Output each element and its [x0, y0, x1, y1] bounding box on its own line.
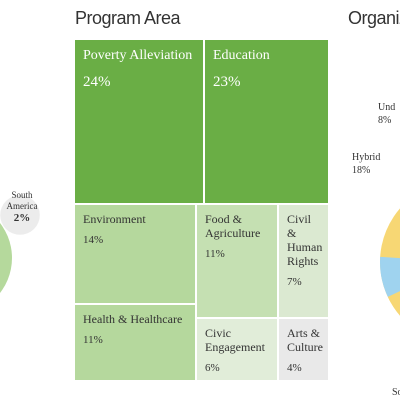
decor-bubble [0, 223, 12, 293]
pie-label-value: 18% [352, 165, 371, 176]
pie-label-name: So [392, 387, 400, 398]
bubble-label: South America 2% [2, 190, 42, 224]
bubble-name: South America [6, 190, 38, 211]
tile-name: Environment [83, 212, 146, 226]
tile-name: Civil & Human Rights [287, 212, 323, 268]
pie-label-name: Und [378, 102, 396, 113]
bubble [0, 195, 40, 235]
tile-value: 24% [83, 74, 111, 90]
pie-label-value: 8% [378, 115, 392, 126]
treemap-tile: Education 23% [205, 40, 328, 203]
tile-name: Civic Engagement [205, 326, 265, 354]
tile-value: 14% [83, 234, 104, 246]
bubble-value: 2% [13, 212, 31, 224]
treemap-tile: Food & Agriculture 11% [197, 205, 277, 317]
pie-label: Hybrid 18% [352, 151, 380, 177]
tile-name: Food & Agriculture [205, 212, 261, 240]
treemap-tile: Civic Engagement 6% [197, 319, 277, 380]
pie-label: So [392, 386, 400, 399]
pie-label-name: Hybrid [352, 152, 381, 163]
treemap-title: Program Area [75, 8, 181, 28]
tile-value: 4% [287, 362, 302, 374]
treemap-tile: Environment 14% [75, 205, 195, 303]
tile-value: 7% [287, 276, 302, 288]
treemap-tile: Health & Healthcare 11% [75, 305, 195, 380]
pie-slice [380, 256, 400, 297]
tile-name: Arts & Culture [287, 326, 323, 354]
treemap-tile: Poverty Alleviation 24% [75, 40, 203, 203]
pie-title: Organiz [348, 8, 400, 28]
treemap-tile: Arts & Culture 4% [279, 319, 328, 380]
tile-value: 11% [205, 248, 225, 260]
pie-label: Und 8% [378, 101, 395, 127]
tile-value: 6% [205, 362, 220, 374]
tile-value: 11% [83, 334, 103, 346]
treemap-tile: Civil & Human Rights 7% [279, 205, 328, 317]
tile-value: 23% [213, 74, 241, 90]
tile-name: Health & Healthcare [83, 312, 183, 326]
tile-name: Poverty Alleviation [83, 48, 193, 63]
pie-slice [387, 291, 400, 316]
tile-name: Education [213, 48, 270, 63]
